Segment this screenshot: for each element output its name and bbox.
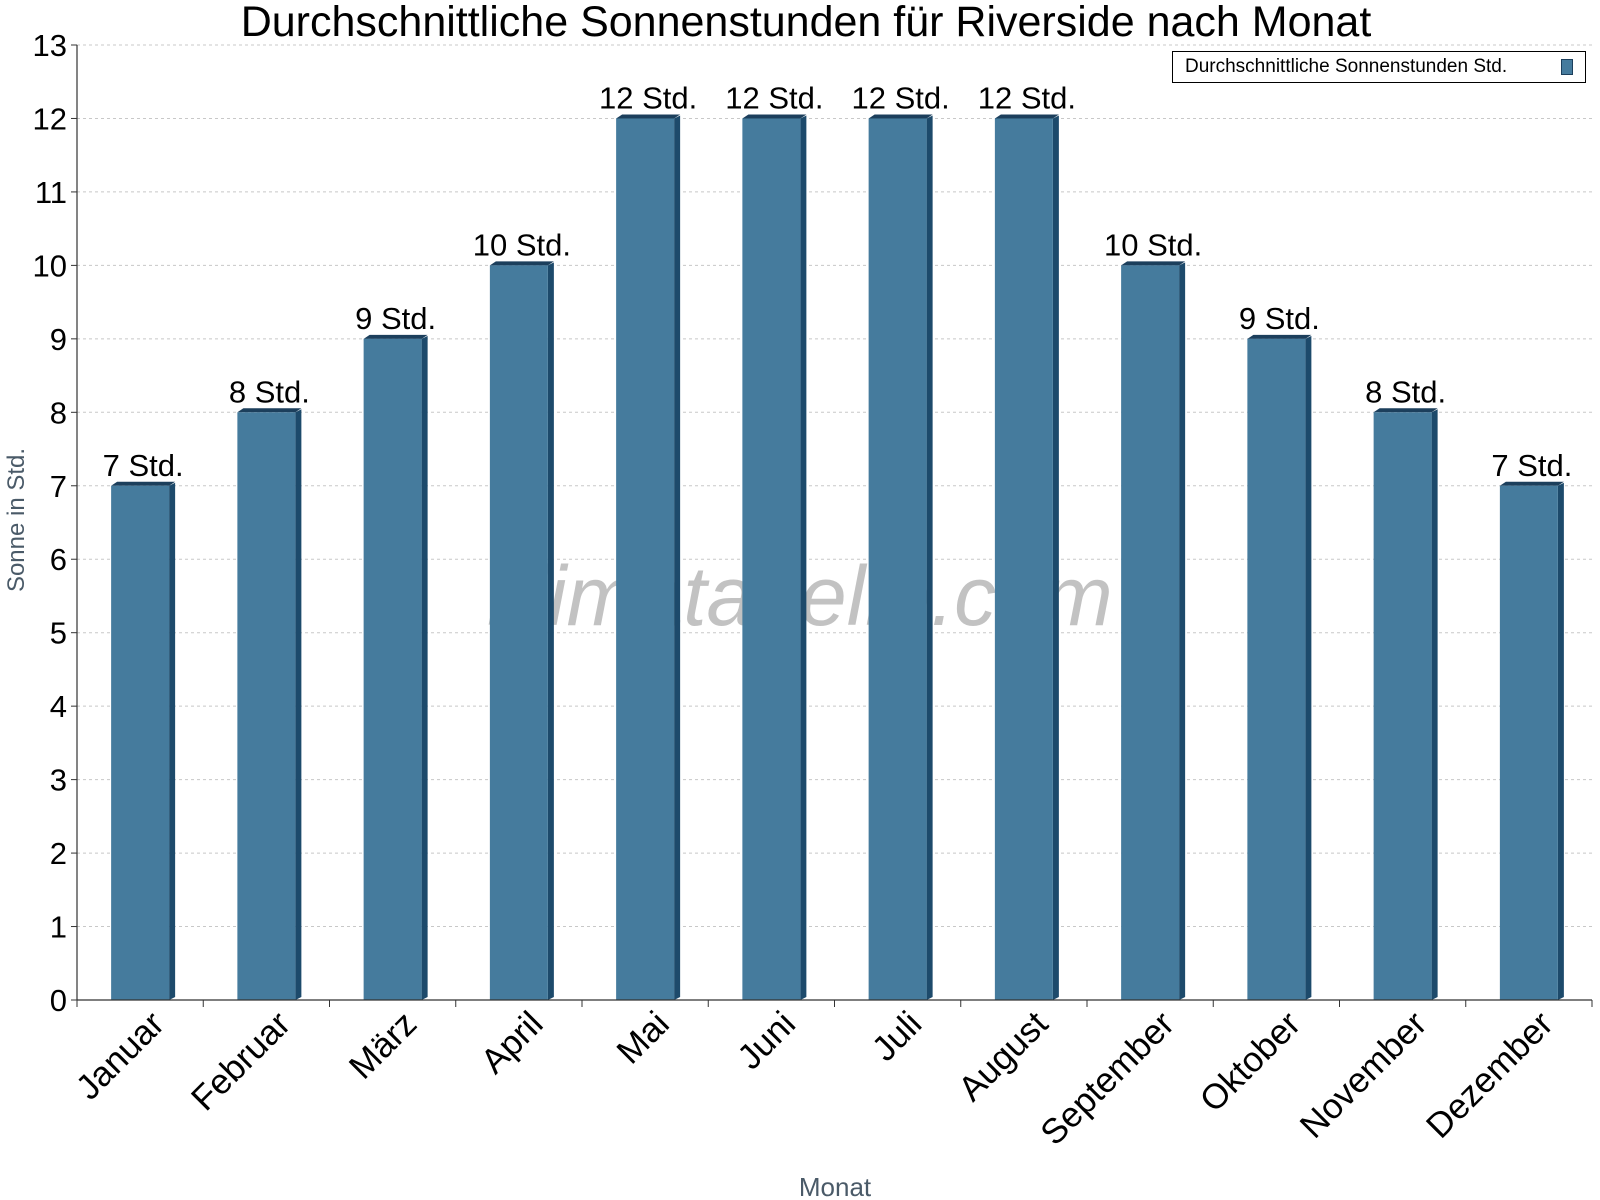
bar-februar xyxy=(237,408,302,1000)
data-label: 10 Std. xyxy=(1104,227,1202,262)
bar-front xyxy=(363,338,422,1000)
x-tick-label: Mai xyxy=(609,1004,676,1071)
bar-top xyxy=(742,114,807,119)
bar-top xyxy=(994,114,1059,119)
data-label: 12 Std. xyxy=(725,80,823,115)
y-tick-label: 13 xyxy=(33,28,67,63)
bar-side xyxy=(169,482,176,1000)
bar-top xyxy=(489,261,554,266)
bar-side xyxy=(800,115,807,1000)
bar-side xyxy=(1179,262,1186,1000)
x-tick-label: Februar xyxy=(184,1004,298,1118)
x-tick-label: Juli xyxy=(865,1004,930,1069)
bars xyxy=(111,114,1564,1000)
bar-front xyxy=(489,265,548,1000)
y-tick-label: 10 xyxy=(33,248,67,283)
x-tick-label: April xyxy=(473,1004,550,1081)
y-tick-label: 9 xyxy=(50,322,67,357)
bar-front xyxy=(616,118,675,1000)
bar-side xyxy=(1052,115,1059,1000)
data-label: 10 Std. xyxy=(473,227,571,262)
bar-front xyxy=(1499,485,1558,1000)
y-tick-label: 4 xyxy=(50,689,67,724)
y-tick-label: 7 xyxy=(50,469,67,504)
bar-front xyxy=(111,485,170,1000)
bar-april xyxy=(489,261,554,1000)
data-label: 7 Std. xyxy=(103,448,184,483)
bar-juni xyxy=(742,114,807,1000)
data-label: 12 Std. xyxy=(599,80,697,115)
x-tick-label: September xyxy=(1033,1004,1182,1153)
y-tick-label: 0 xyxy=(50,983,67,1018)
axes xyxy=(71,44,1593,1007)
y-tick-label: 2 xyxy=(50,836,67,871)
y-tick-label: 3 xyxy=(50,763,67,798)
data-label: 12 Std. xyxy=(852,80,950,115)
bar-top xyxy=(1499,481,1564,486)
y-tick-label: 5 xyxy=(50,616,67,651)
bar-top xyxy=(111,481,176,486)
bar-top xyxy=(1247,334,1312,339)
chart-title: Durchschnittliche Sonnenstunden für Rive… xyxy=(241,0,1372,46)
data-label: 7 Std. xyxy=(1491,448,1572,483)
bar-top xyxy=(1121,261,1186,266)
bar-front xyxy=(994,118,1053,1000)
legend-label: Durchschnittliche Sonnenstunden Std. xyxy=(1185,56,1508,77)
legend: Durchschnittliche Sonnenstunden Std. xyxy=(1172,51,1586,83)
bar-front xyxy=(868,118,927,1000)
bar-märz xyxy=(363,334,428,1000)
bar-side xyxy=(674,115,681,1000)
bar-juli xyxy=(868,114,933,1000)
legend-swatch xyxy=(1561,59,1573,75)
bar-side xyxy=(1305,335,1312,1000)
bar-top xyxy=(237,408,302,413)
data-label: 9 Std. xyxy=(1239,301,1320,336)
x-tick-label: Oktober xyxy=(1192,1004,1308,1120)
y-tick-label: 11 xyxy=(35,175,67,210)
x-tick-label: Juni xyxy=(730,1004,803,1077)
bar-oktober xyxy=(1247,334,1312,1000)
bar-top xyxy=(363,334,428,339)
bar-dezember xyxy=(1499,481,1564,1000)
bar-september xyxy=(1121,261,1186,1000)
data-label: 8 Std. xyxy=(229,374,310,409)
x-axis-label: Monat xyxy=(799,1172,872,1200)
bar-august xyxy=(994,114,1059,1000)
grid-lines xyxy=(77,44,1592,928)
bar-front xyxy=(742,118,801,1000)
bar-januar xyxy=(111,481,176,1000)
bar-side xyxy=(1431,409,1438,1000)
bar-side xyxy=(295,409,302,1000)
y-tick-label: 12 xyxy=(33,101,67,136)
bar-side xyxy=(547,262,554,1000)
bar-top xyxy=(868,114,933,119)
bar-front xyxy=(1121,265,1180,1000)
y-axis-label: Sonne in Std. xyxy=(3,448,30,592)
data-label: 8 Std. xyxy=(1365,374,1446,409)
bar-mai xyxy=(616,114,681,1000)
bar-front xyxy=(237,412,296,1000)
bar-top xyxy=(616,114,681,119)
bar-front xyxy=(1373,412,1432,1000)
data-label: 12 Std. xyxy=(978,80,1076,115)
data-label: 9 Std. xyxy=(355,301,436,336)
bar-side xyxy=(421,335,428,1000)
y-tick-label: 1 xyxy=(50,910,67,945)
bar-side xyxy=(926,115,933,1000)
bar-front xyxy=(1247,338,1306,1000)
x-tick-label: Januar xyxy=(69,1004,172,1107)
x-tick-label: November xyxy=(1293,1004,1435,1146)
bar-side xyxy=(1557,482,1564,1000)
x-tick-label: März xyxy=(342,1004,425,1087)
bar-top xyxy=(1373,408,1438,413)
bar-november xyxy=(1373,408,1438,1000)
x-tick-label: August xyxy=(951,1004,1056,1109)
y-tick-label: 8 xyxy=(50,395,67,430)
x-tick-label: Dezember xyxy=(1419,1004,1561,1146)
y-tick-label: 6 xyxy=(50,542,67,577)
